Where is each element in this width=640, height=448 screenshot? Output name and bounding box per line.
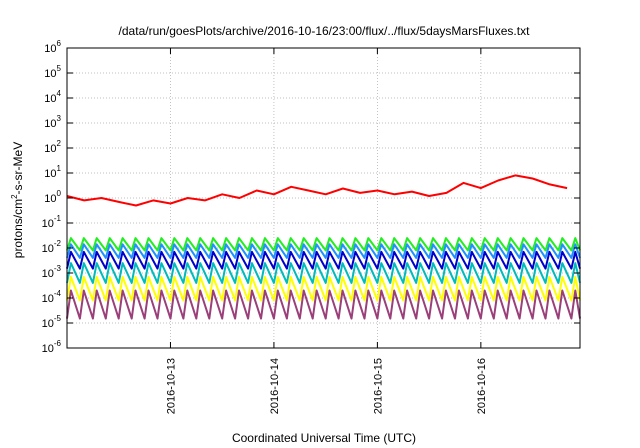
y-tick-label: 105: [44, 64, 61, 80]
x-axis-label: Coordinated Universal Time (UTC): [232, 431, 416, 445]
y-tick-label: 10-1: [42, 214, 62, 230]
series-line-2: [66, 237, 581, 252]
series-group: [66, 174, 581, 320]
y-axis-label-suffix: -s-sr-MeV: [11, 142, 25, 195]
series-line-5: [66, 262, 581, 284]
y-tick-label: 10-3: [42, 264, 62, 280]
y-tick-label: 102: [44, 139, 61, 155]
y-axis-label: protons/cm2-s-sr-MeV: [10, 142, 25, 258]
x-tick-label: 2016-10-16: [476, 358, 488, 414]
series-line-7: [66, 289, 581, 320]
y-tick-label: 104: [44, 89, 61, 105]
y-axis-label-sup: 2: [10, 194, 19, 199]
y-tick-label: 10-4: [42, 289, 62, 305]
y-tick-label: 101: [44, 164, 61, 180]
y-tick-label: 106: [44, 39, 61, 55]
y-tick-label: 10-6: [42, 339, 62, 355]
y-axis-label-prefix: protons/cm: [11, 199, 25, 258]
chart-title: /data/run/goesPlots/archive/2016-10-16/2…: [119, 24, 531, 38]
series-line-1: [66, 174, 568, 207]
x-tick-label: 2016-10-15: [372, 358, 384, 414]
series-line-4: [66, 250, 581, 270]
series-line-6: [66, 275, 581, 302]
grid: [67, 48, 580, 348]
plot-frame: [66, 47, 581, 349]
y-tick-label: 103: [44, 114, 61, 130]
x-ticks: 2016-10-13 2016-10-14 2016-10-15 2016-10-16: [165, 48, 488, 414]
y-tick-label: 10-5: [42, 314, 62, 330]
x-tick-label: 2016-10-13: [165, 358, 177, 414]
series-line-3: [66, 243, 581, 259]
y-ticks: 10-6 10-5 10-4 10-3 10-2 10-1 100 101 102 103 104 1…: [42, 39, 580, 355]
y-tick-label: 10-2: [42, 239, 62, 255]
y-tick-label: 100: [44, 189, 61, 205]
x-tick-label: 2016-10-14: [269, 358, 281, 414]
